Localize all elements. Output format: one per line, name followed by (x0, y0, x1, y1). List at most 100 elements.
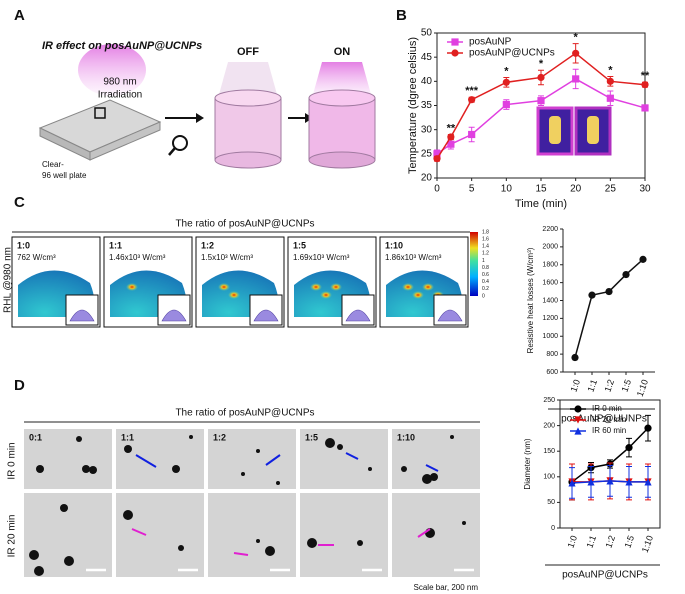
x-tick-label: 30 (639, 184, 651, 195)
y-tick-label: 800 (546, 351, 558, 358)
x-tick-label: 0 (434, 184, 440, 195)
cuvette-on (308, 89, 376, 169)
y-tick-label: 1800 (542, 262, 558, 269)
particle (189, 435, 193, 439)
row-label: IR 0 min (7, 442, 18, 479)
inset-particle (69, 309, 95, 322)
hotspot (402, 283, 414, 291)
colorbar-tick-label: 1.6 (482, 236, 489, 242)
particle (462, 521, 466, 525)
particle (357, 540, 363, 546)
particle (256, 449, 260, 453)
beam-off (218, 62, 278, 98)
arrow (425, 464, 439, 472)
legend-label: IR 60 min (592, 426, 626, 435)
y-tick-label: 20 (421, 173, 433, 184)
x-tick-label: 10 (501, 184, 513, 195)
panel-d-title: The ratio of posAuNP@UCNPs (175, 408, 314, 419)
significance-label: * (504, 65, 509, 77)
particle (34, 566, 44, 576)
arrow (417, 528, 431, 538)
micrograph (208, 493, 296, 577)
state-label: ON (334, 46, 351, 58)
marker (447, 140, 455, 148)
significance-label: ** (641, 70, 650, 82)
micrograph-label: 1:5 (305, 432, 318, 442)
marker (537, 73, 545, 82)
colorbar-tick-label: 0 (482, 293, 485, 299)
hotspot (330, 283, 342, 291)
x-tick-label: 1:10 (635, 378, 650, 398)
x-tick-label: 20 (570, 184, 582, 195)
y-tick-label: 0 (551, 525, 555, 532)
marker (588, 291, 596, 299)
cuvette-off (214, 89, 282, 169)
y-tick-label: 40 (421, 76, 433, 87)
hotspot (126, 283, 138, 291)
marker (574, 427, 582, 435)
inset-particle (161, 309, 187, 322)
x-axis-label: posAuNP@UCNPs (562, 570, 648, 581)
particle (276, 481, 280, 485)
x-tick-label: 1:0 (565, 534, 579, 549)
hotspot (228, 291, 240, 299)
thermal-spot (549, 116, 561, 144)
particle (82, 465, 90, 473)
micrograph (116, 429, 204, 489)
colorbar-tick-label: 1.4 (482, 244, 489, 250)
x-tick-label: 1:5 (622, 534, 636, 549)
colorbar-tick-label: 0.6 (482, 272, 489, 278)
panel-label: B (396, 7, 407, 24)
micrograph (208, 429, 296, 489)
micrograph (300, 493, 388, 577)
marker (641, 104, 649, 112)
y-tick-label: 50 (547, 499, 555, 506)
magnifier-handle (168, 147, 176, 156)
particle (124, 445, 132, 453)
legend-label: posAuNP@UCNPs (469, 48, 555, 59)
marker (451, 49, 459, 57)
y-axis-label: Diameter (nm) (523, 438, 532, 489)
y-tick-label: 2000 (542, 244, 558, 251)
marker (606, 477, 614, 485)
particle (450, 435, 454, 439)
y-tick-label: 150 (543, 448, 555, 455)
colorbar-tick-label: 1.8 (482, 229, 489, 235)
plate-label: Clear- (42, 160, 64, 169)
marker (639, 255, 647, 263)
marker (502, 100, 510, 109)
marker (644, 424, 652, 432)
y-tick-label: 35 (421, 100, 433, 111)
arrow-head (196, 113, 204, 123)
y-axis-label: Resistive heat losses (W/cm³) (526, 247, 535, 353)
arrow (135, 454, 157, 468)
particle (337, 444, 343, 450)
irradiation-label: 980 nm (103, 77, 136, 88)
card-ratio: 1:0 (17, 240, 30, 250)
marker (447, 133, 455, 141)
particle (256, 539, 260, 543)
panel-title: IR effect on posAuNP@UCNPs (42, 40, 202, 52)
marker (574, 405, 582, 413)
y-tick-label: 600 (546, 369, 558, 376)
hotspot (422, 283, 434, 291)
magnifier (172, 135, 188, 151)
y-tick-label: 250 (543, 397, 555, 404)
ir-beam (78, 44, 146, 96)
inset-particle (345, 309, 371, 322)
micrograph (24, 429, 112, 489)
marker (606, 77, 614, 85)
x-tick-label: 1:5 (619, 378, 633, 393)
arrow (345, 452, 359, 460)
hotspot (310, 283, 322, 291)
y-tick-label: 25 (421, 148, 433, 159)
y-tick-label: 100 (543, 474, 555, 481)
card-power: 1.46x10³ W/cm³ (109, 253, 166, 262)
legend-label: IR 0 min (592, 404, 622, 413)
marker (468, 96, 476, 104)
significance-label: ** (447, 122, 456, 134)
y-tick-label: 50 (421, 28, 433, 39)
series-line (436, 52, 646, 160)
